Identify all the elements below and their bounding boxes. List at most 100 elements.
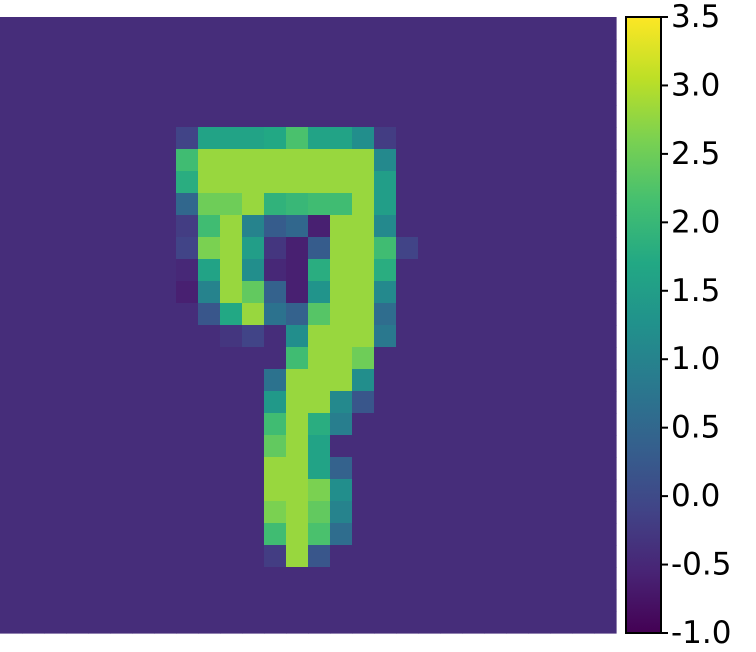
heatmap-cell [308, 589, 331, 612]
heatmap-cell [242, 611, 265, 634]
heatmap-cell [572, 171, 595, 194]
heatmap-cell [154, 435, 177, 458]
heatmap-cell [110, 479, 133, 502]
heatmap-cell [88, 193, 111, 216]
heatmap-cell [506, 17, 529, 40]
heatmap-cell [330, 127, 353, 150]
heatmap-cell [528, 435, 551, 458]
heatmap-cell [484, 281, 507, 304]
heatmap-cell [44, 237, 67, 260]
heatmap-cell [462, 457, 485, 480]
heatmap-cell [528, 61, 551, 84]
heatmap-cell [594, 457, 617, 480]
heatmap-cell [0, 83, 23, 106]
heatmap-cell [88, 523, 111, 546]
heatmap-cell [528, 83, 551, 106]
heatmap-cell [352, 457, 375, 480]
heatmap-cell [264, 325, 287, 348]
heatmap-cell [264, 435, 287, 458]
heatmap-cell [264, 303, 287, 326]
heatmap-cell [308, 193, 331, 216]
heatmap-cell [374, 171, 397, 194]
heatmap-cell [88, 39, 111, 62]
heatmap-cell [550, 237, 573, 260]
heatmap-cell [374, 303, 397, 326]
heatmap-cell [220, 369, 243, 392]
heatmap-cell [22, 479, 45, 502]
heatmap-cell [88, 391, 111, 414]
heatmap-cell [396, 523, 419, 546]
heatmap-cell [220, 105, 243, 128]
heatmap-cell [154, 611, 177, 634]
heatmap-cell [88, 369, 111, 392]
heatmap-cell [352, 523, 375, 546]
heatmap-cell [308, 611, 331, 634]
heatmap-cell [330, 303, 353, 326]
heatmap-cell [440, 259, 463, 282]
heatmap-cell [176, 193, 199, 216]
heatmap-cell [484, 215, 507, 238]
heatmap-cell [88, 83, 111, 106]
heatmap-cell [528, 369, 551, 392]
heatmap-cell [0, 39, 23, 62]
heatmap-cell [308, 39, 331, 62]
heatmap-cell [176, 325, 199, 348]
heatmap-cell [176, 105, 199, 128]
heatmap-cell [330, 281, 353, 304]
colorbar-tick-label: -1.0 [671, 615, 732, 651]
heatmap-cell [286, 501, 309, 524]
heatmap-cell [506, 567, 529, 590]
heatmap-cell [198, 149, 221, 172]
heatmap-cell [132, 39, 155, 62]
heatmap-cell [110, 457, 133, 480]
heatmap-cell [484, 127, 507, 150]
heatmap-cell [418, 347, 441, 370]
colorbar-ticks: 3.5 3.0 2.5 2.0 1.5 1.0 0.5 0.0 -0.5 -1.0 [661, 0, 732, 651]
heatmap-cell [418, 501, 441, 524]
heatmap-cell [220, 479, 243, 502]
heatmap-cell [66, 149, 89, 172]
heatmap-cell [308, 171, 331, 194]
heatmap-cell [462, 611, 485, 634]
heatmap-cell [198, 435, 221, 458]
heatmap-cell [242, 435, 265, 458]
heatmap-cell [352, 61, 375, 84]
heatmap-cell [242, 237, 265, 260]
heatmap-cell [506, 83, 529, 106]
heatmap-cell [110, 105, 133, 128]
heatmap-cell [44, 523, 67, 546]
heatmap-cell [154, 325, 177, 348]
heatmap-cell [22, 391, 45, 414]
heatmap-cell [418, 83, 441, 106]
heatmap-cell [594, 435, 617, 458]
heatmap-cell [594, 237, 617, 260]
heatmap-cell [22, 457, 45, 480]
heatmap-cell [352, 347, 375, 370]
heatmap-cell [374, 215, 397, 238]
heatmap-cell [176, 413, 199, 436]
heatmap-cell [550, 281, 573, 304]
heatmap-cell [506, 479, 529, 502]
heatmap-cell [352, 171, 375, 194]
heatmap-cell [462, 479, 485, 502]
colorbar-tick-label: 2.0 [671, 204, 720, 240]
heatmap-cell [242, 501, 265, 524]
heatmap-cell [0, 259, 23, 282]
heatmap-cell [132, 457, 155, 480]
heatmap-cell [176, 523, 199, 546]
heatmap-cell [66, 17, 89, 40]
heatmap-cell [374, 369, 397, 392]
heatmap-cell [550, 83, 573, 106]
heatmap-cell [308, 325, 331, 348]
heatmap-cell [264, 567, 287, 590]
heatmap-cell [396, 17, 419, 40]
heatmap-cell [462, 259, 485, 282]
heatmap-cell [462, 171, 485, 194]
heatmap-cell [330, 259, 353, 282]
heatmap-cell [220, 501, 243, 524]
heatmap-cell [528, 325, 551, 348]
heatmap-cell [440, 105, 463, 128]
heatmap-cell [176, 303, 199, 326]
heatmap-cell [374, 435, 397, 458]
heatmap-cell [88, 435, 111, 458]
